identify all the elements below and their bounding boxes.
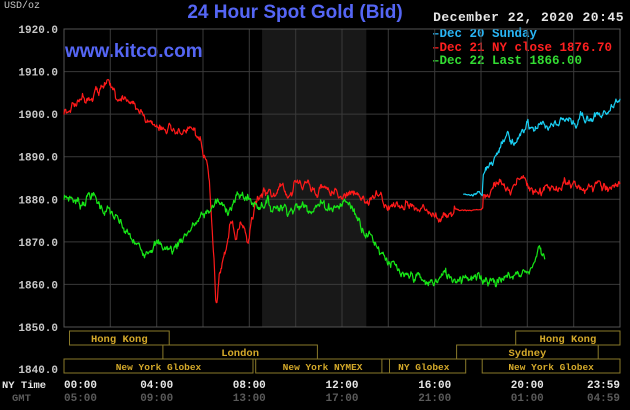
svg-text:04:00: 04:00 (140, 380, 173, 392)
svg-text:12:00: 12:00 (325, 380, 358, 392)
svg-text:21:00: 21:00 (418, 393, 451, 405)
svg-text:00:00: 00:00 (64, 380, 97, 392)
svg-text:1920.0: 1920.0 (18, 25, 58, 37)
svg-text:23:59: 23:59 (587, 380, 620, 392)
svg-text:20:00: 20:00 (511, 380, 544, 392)
svg-text:13:00: 13:00 (233, 393, 266, 405)
svg-text:New York Globex: New York Globex (508, 362, 594, 373)
svg-text:08:00: 08:00 (233, 380, 266, 392)
svg-text:Hong Kong: Hong Kong (540, 334, 597, 346)
svg-text:1880.0: 1880.0 (18, 195, 58, 207)
svg-text:1890.0: 1890.0 (18, 153, 58, 165)
svg-text:New York NYMEX: New York NYMEX (283, 362, 363, 373)
svg-text:05:00: 05:00 (64, 393, 97, 405)
svg-text:1840.0: 1840.0 (18, 365, 58, 377)
svg-text:NY Globex: NY Globex (398, 362, 450, 373)
svg-text:Sydney: Sydney (508, 348, 547, 360)
svg-text:1910.0: 1910.0 (18, 68, 58, 80)
svg-text:1900.0: 1900.0 (18, 110, 58, 122)
svg-text:London: London (221, 348, 259, 360)
svg-text:04:59: 04:59 (587, 393, 620, 405)
svg-text:NY Time: NY Time (2, 380, 46, 392)
svg-text:16:00: 16:00 (418, 380, 451, 392)
svg-text:1870.0: 1870.0 (18, 238, 58, 250)
svg-text:17:00: 17:00 (325, 393, 358, 405)
svg-text:09:00: 09:00 (140, 393, 173, 405)
svg-text:GMT: GMT (12, 393, 31, 405)
svg-text:New York Globex: New York Globex (116, 362, 202, 373)
svg-text:01:00: 01:00 (511, 393, 544, 405)
svg-text:1860.0: 1860.0 (18, 280, 58, 292)
svg-text:1850.0: 1850.0 (18, 323, 58, 335)
svg-text:Hong Kong: Hong Kong (91, 334, 148, 346)
